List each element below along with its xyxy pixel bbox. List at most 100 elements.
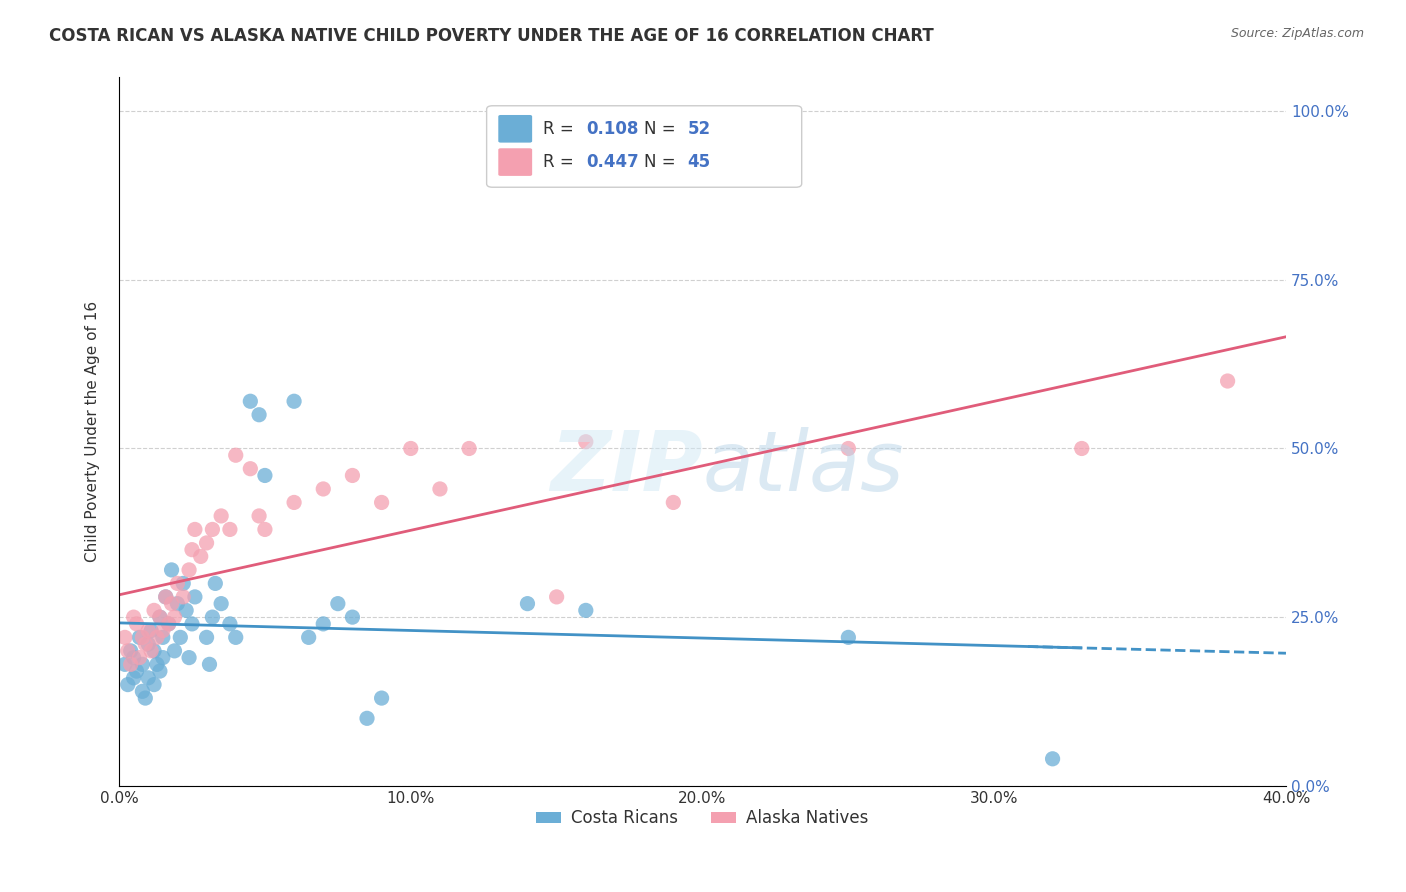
Point: [204, 576, 226, 591]
Text: R =: R =: [543, 153, 579, 171]
Text: 0.447: 0.447: [586, 153, 638, 171]
Point: [1042, 752, 1064, 766]
Point: [201, 610, 224, 624]
Point: [143, 677, 166, 691]
Point: [131, 631, 153, 645]
Point: [298, 631, 321, 645]
Point: [125, 616, 148, 631]
Point: [136, 637, 159, 651]
Point: [429, 482, 451, 496]
Point: [219, 616, 242, 631]
Point: [172, 576, 194, 591]
Point: [356, 711, 378, 725]
Point: [283, 495, 305, 509]
Point: [253, 523, 276, 537]
Point: [195, 631, 218, 645]
Point: [122, 610, 145, 624]
Text: N =: N =: [644, 153, 681, 171]
Point: [122, 650, 145, 665]
FancyBboxPatch shape: [498, 148, 531, 176]
Text: COSTA RICAN VS ALASKA NATIVE CHILD POVERTY UNDER THE AGE OF 16 CORRELATION CHART: COSTA RICAN VS ALASKA NATIVE CHILD POVER…: [49, 27, 934, 45]
FancyBboxPatch shape: [486, 106, 801, 187]
Point: [174, 603, 197, 617]
Point: [837, 442, 859, 456]
Point: [201, 523, 224, 537]
Point: [143, 603, 166, 617]
Point: [247, 408, 270, 422]
Point: [114, 631, 136, 645]
Point: [546, 590, 568, 604]
Point: [128, 631, 150, 645]
Text: N =: N =: [644, 120, 681, 138]
Point: [370, 495, 392, 509]
Point: [128, 650, 150, 665]
Point: [117, 644, 139, 658]
Point: [157, 616, 180, 631]
Text: ZIP: ZIP: [550, 426, 703, 508]
Point: [146, 657, 169, 672]
Point: [155, 590, 177, 604]
Point: [163, 644, 186, 658]
Point: [184, 590, 207, 604]
Point: [134, 691, 156, 706]
Point: [399, 442, 422, 456]
Text: R =: R =: [543, 120, 579, 138]
Point: [166, 576, 188, 591]
Point: [195, 536, 218, 550]
Point: [1216, 374, 1239, 388]
Point: [136, 671, 159, 685]
Point: [190, 549, 212, 564]
Point: [160, 563, 183, 577]
Point: [342, 468, 364, 483]
Point: [177, 563, 200, 577]
Point: [134, 637, 156, 651]
Point: [312, 482, 335, 496]
Point: [198, 657, 221, 672]
Point: [157, 616, 180, 631]
Text: 52: 52: [688, 120, 710, 138]
Point: [837, 631, 859, 645]
Point: [120, 657, 142, 672]
Point: [152, 624, 174, 638]
Point: [143, 644, 166, 658]
Point: [125, 664, 148, 678]
Text: Source: ZipAtlas.com: Source: ZipAtlas.com: [1230, 27, 1364, 40]
Point: [136, 624, 159, 638]
Point: [247, 508, 270, 523]
Point: [149, 610, 172, 624]
Point: [122, 671, 145, 685]
Point: [152, 650, 174, 665]
Point: [312, 616, 335, 631]
Y-axis label: Child Poverty Under the Age of 16: Child Poverty Under the Age of 16: [86, 301, 100, 562]
Point: [342, 610, 364, 624]
Point: [575, 603, 598, 617]
Point: [163, 610, 186, 624]
Point: [458, 442, 481, 456]
Point: [219, 523, 242, 537]
Point: [181, 542, 204, 557]
Point: [114, 657, 136, 672]
Legend: Costa Ricans, Alaska Natives: Costa Ricans, Alaska Natives: [530, 803, 876, 834]
Point: [139, 624, 162, 638]
Point: [160, 597, 183, 611]
Point: [177, 650, 200, 665]
Point: [139, 644, 162, 658]
Point: [1070, 442, 1092, 456]
Point: [172, 590, 194, 604]
Point: [326, 597, 349, 611]
Point: [117, 677, 139, 691]
Point: [181, 616, 204, 631]
Point: [146, 631, 169, 645]
Point: [662, 495, 685, 509]
Point: [239, 394, 262, 409]
Point: [370, 691, 392, 706]
Point: [225, 448, 247, 462]
Point: [166, 597, 188, 611]
Text: 0.108: 0.108: [586, 120, 638, 138]
Point: [225, 631, 247, 645]
Point: [575, 434, 598, 449]
Point: [131, 657, 153, 672]
Text: atlas: atlas: [703, 426, 904, 508]
Point: [209, 508, 232, 523]
Point: [149, 610, 172, 624]
